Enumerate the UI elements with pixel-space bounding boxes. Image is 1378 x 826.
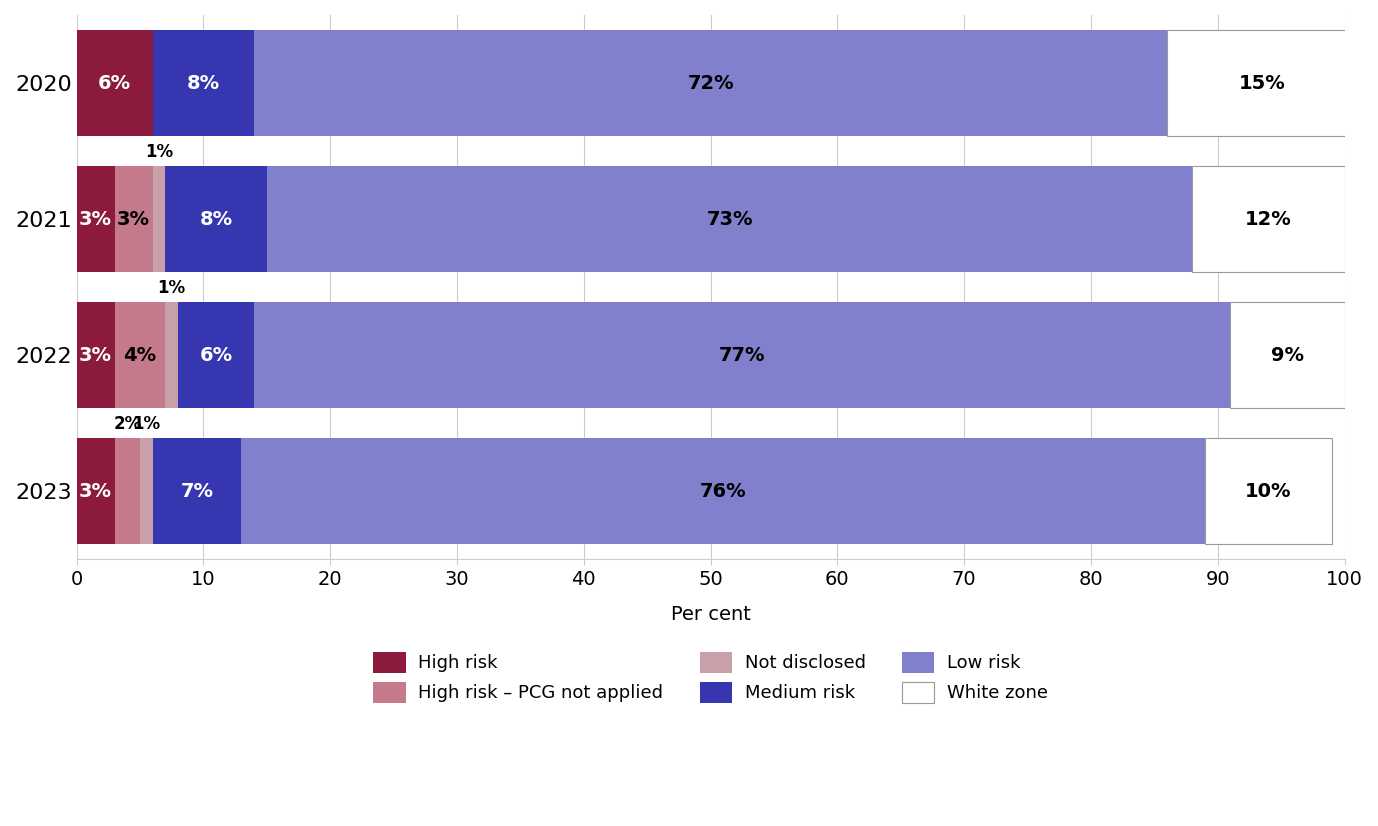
Text: 10%: 10% (1246, 482, 1291, 501)
Text: 3%: 3% (79, 482, 112, 501)
Text: 72%: 72% (688, 74, 734, 93)
Bar (254, 302, 1231, 408)
Bar (1192, 166, 1345, 273)
Bar (153, 30, 254, 136)
Text: 6%: 6% (200, 346, 233, 365)
Text: 15%: 15% (1239, 74, 1286, 93)
Bar (114, 302, 165, 408)
Text: 2%: 2% (113, 415, 142, 433)
Text: 1%: 1% (132, 415, 160, 433)
Text: 3%: 3% (79, 346, 112, 365)
Text: 1%: 1% (157, 278, 186, 297)
Bar (165, 166, 267, 273)
Bar (77, 166, 114, 273)
Bar (1206, 439, 1333, 544)
Text: 8%: 8% (200, 210, 233, 229)
Text: 1%: 1% (145, 143, 174, 160)
Bar (77, 30, 153, 136)
Text: 73%: 73% (707, 210, 752, 229)
Text: 8%: 8% (187, 74, 220, 93)
Bar (254, 30, 1167, 136)
Bar (77, 302, 114, 408)
Bar (241, 439, 1206, 544)
Text: 77%: 77% (719, 346, 766, 365)
Bar (153, 166, 165, 273)
Bar (1231, 302, 1345, 408)
Text: 7%: 7% (181, 482, 214, 501)
Bar (165, 302, 178, 408)
Text: 76%: 76% (700, 482, 747, 501)
Bar (153, 439, 241, 544)
Bar (114, 166, 153, 273)
Bar (114, 439, 141, 544)
Text: 3%: 3% (117, 210, 150, 229)
Bar (267, 166, 1192, 273)
Bar (178, 302, 254, 408)
Bar (1167, 30, 1357, 136)
Legend: High risk, High risk – PCG not applied, Not disclosed, Medium risk, Low risk, Wh: High risk, High risk – PCG not applied, … (373, 652, 1047, 703)
Text: 12%: 12% (1246, 210, 1291, 229)
Bar (141, 439, 153, 544)
Bar (77, 439, 114, 544)
Text: 3%: 3% (79, 210, 112, 229)
Text: 9%: 9% (1271, 346, 1304, 365)
X-axis label: Per cent: Per cent (671, 605, 751, 624)
Text: 6%: 6% (98, 74, 131, 93)
Text: 4%: 4% (124, 346, 157, 365)
